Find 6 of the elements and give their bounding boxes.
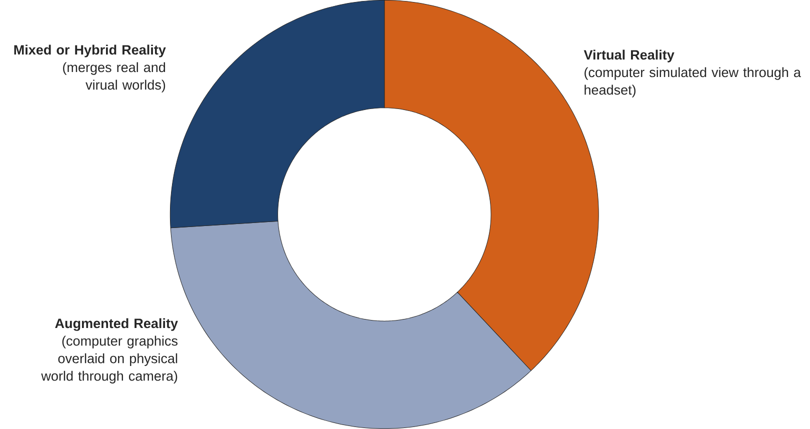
slice-label: Virtual Reality [584, 50, 674, 62]
text: (merges real and virual worlds) [63, 62, 166, 92]
text: (computer graphics overlaid on physical world through camera) [41, 336, 178, 384]
text: (computer simulated view through a headset) [584, 67, 801, 98]
slice-label: Augmented Reality [55, 318, 178, 331]
slice-label: Mixed or Hybrid Reality [14, 44, 166, 58]
